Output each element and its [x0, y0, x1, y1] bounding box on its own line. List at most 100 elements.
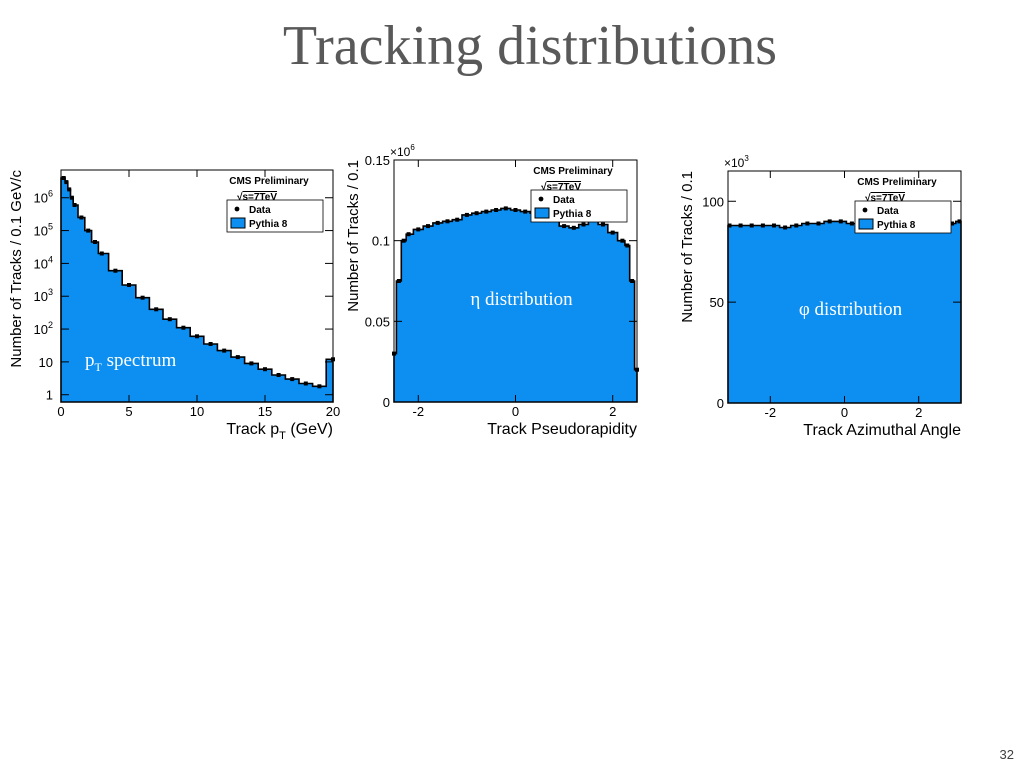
cms-preliminary-label: CMS Preliminary — [857, 177, 937, 188]
y-tick-label: 0 — [717, 396, 724, 411]
legend-swatch-mc — [230, 217, 246, 229]
data-point — [401, 238, 406, 243]
data-point — [950, 221, 955, 226]
data-point — [426, 224, 430, 229]
legend-label-data: Data — [249, 205, 271, 216]
data-point — [783, 225, 788, 230]
cms-preliminary-label: CMS Preliminary — [533, 166, 613, 177]
data-point — [79, 215, 84, 220]
data-point — [140, 295, 145, 300]
x-tick-label: 0 — [57, 404, 64, 419]
data-point — [523, 209, 528, 214]
legend-label-mc: Pythia 8 — [877, 220, 916, 231]
legend-swatch-mc — [858, 218, 874, 230]
y-multiplier: ×106 — [390, 143, 415, 159]
data-point — [727, 223, 732, 228]
data-point — [625, 243, 630, 248]
data-point — [416, 227, 421, 232]
data-point — [93, 240, 97, 244]
y-tick-label: 0.1 — [372, 234, 390, 249]
data-point — [263, 367, 267, 372]
y-tick-label: 104 — [34, 254, 53, 271]
data-point — [167, 317, 172, 322]
legend-marker-data — [234, 206, 240, 212]
data-point — [794, 223, 799, 228]
data-point — [455, 217, 460, 222]
cms-preliminary-label: CMS Preliminary — [229, 176, 309, 187]
data-point — [620, 238, 625, 243]
data-point — [435, 220, 440, 225]
x-tick-label: 0 — [841, 405, 848, 420]
data-point — [69, 195, 74, 200]
legend-label-data: Data — [877, 206, 899, 217]
annotation-label: η distribution — [470, 289, 573, 310]
legend-swatch-mc — [534, 207, 550, 219]
y-tick-label: 0.05 — [365, 314, 390, 329]
data-point — [827, 219, 832, 224]
y-axis-title: Number of Tracks / 0.1 GeV/c — [8, 170, 25, 368]
data-point — [303, 381, 308, 386]
x-tick-label: 10 — [190, 404, 204, 419]
data-point — [562, 224, 567, 229]
data-point — [406, 232, 411, 237]
data-point — [738, 223, 743, 228]
y-tick-label: 0 — [383, 395, 390, 410]
data-point — [222, 348, 227, 353]
data-point — [317, 384, 322, 389]
chart-eta-distribution: -2 0 2 0 0.05 0.1 0.15×106 Track Pseudorapidity… — [345, 143, 639, 438]
data-point — [72, 203, 77, 207]
legend-marker-data — [538, 196, 544, 202]
data-point — [849, 221, 854, 226]
legend-marker-data — [862, 207, 868, 213]
legend-label-mc: Pythia 8 — [553, 209, 592, 220]
x-tick-label: 2 — [915, 405, 922, 420]
y-tick-label: 106 — [34, 189, 53, 206]
data-point — [571, 225, 576, 230]
data-point — [494, 208, 499, 212]
slide-number: 32 — [999, 747, 1014, 762]
energy-label: √s=7TeV — [541, 182, 581, 193]
x-axis-title: Track pT (GeV) — [226, 421, 333, 442]
energy-label: √s=7TeV — [237, 192, 277, 203]
data-point — [208, 342, 213, 346]
data-point — [154, 307, 159, 312]
data-point — [474, 211, 479, 216]
data-point — [99, 251, 104, 256]
y-tick-label: 0.15 — [365, 153, 390, 168]
y-tick-label: 1 — [46, 388, 53, 403]
x-tick-label: -2 — [413, 404, 425, 419]
data-point — [127, 283, 131, 287]
chart-phi-distribution: -2 0 2 0 50 100 ×103 Track Azimuthal Angle Numbe… — [679, 154, 962, 439]
x-axis-title: Track Azimuthal Angle — [803, 422, 961, 439]
legend-label-mc: Pythia 8 — [249, 219, 288, 230]
y-tick-label: 105 — [34, 222, 53, 239]
y-tick-label: 103 — [34, 287, 53, 304]
y-multiplier: ×103 — [724, 154, 749, 170]
y-axis-title: Number of Tracks / 0.1 — [345, 160, 362, 312]
data-point — [64, 180, 69, 185]
legend-label-data: Data — [553, 195, 575, 206]
energy-label: √s=7TeV — [865, 193, 905, 204]
data-point — [195, 334, 199, 339]
data-point — [601, 222, 605, 227]
data-point — [581, 222, 586, 227]
annotation-label: φ distribution — [799, 299, 903, 320]
data-point — [772, 223, 776, 228]
x-tick-label: -2 — [765, 405, 777, 420]
data-point — [630, 279, 635, 283]
data-point — [67, 187, 72, 192]
data-point — [113, 268, 118, 273]
chart-pt-spectrum: 0 5 10 15 20 1 10 102 103 104 105 106 Track pT (GeV)… — [8, 169, 340, 442]
data-point — [276, 373, 281, 377]
y-tick-label: 10 — [39, 355, 53, 370]
x-tick-label: 0 — [512, 404, 519, 419]
data-point — [957, 219, 962, 224]
data-point — [838, 219, 843, 224]
data-point — [749, 223, 754, 228]
data-point — [513, 208, 518, 212]
data-point — [484, 209, 489, 214]
x-tick-label: 2 — [609, 404, 616, 419]
x-tick-label: 20 — [326, 404, 340, 419]
data-point — [805, 221, 810, 226]
data-point — [503, 206, 508, 211]
